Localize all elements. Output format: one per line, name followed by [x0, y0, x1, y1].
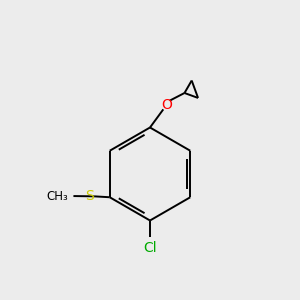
- Text: Cl: Cl: [143, 242, 157, 256]
- Text: CH₃: CH₃: [46, 190, 68, 202]
- Text: O: O: [161, 98, 172, 112]
- Text: S: S: [85, 189, 94, 203]
